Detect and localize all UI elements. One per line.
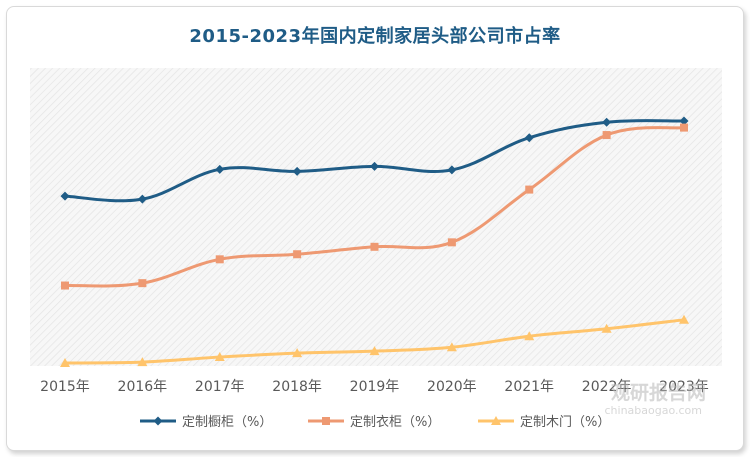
data-point-door xyxy=(524,331,535,341)
x-tick-label: 2019年 xyxy=(350,379,400,395)
data-point-cabinet xyxy=(602,117,612,127)
legend-item-door: 定制木门（%） xyxy=(478,415,610,430)
series-layer xyxy=(60,116,689,368)
data-point-wardrobe xyxy=(61,281,69,290)
data-point-door xyxy=(601,323,612,333)
legend-swatch-marker xyxy=(491,416,501,425)
x-tick-label: 2018年 xyxy=(272,379,322,395)
data-point-cabinet xyxy=(447,165,457,175)
x-tick-label: 2021年 xyxy=(504,379,554,395)
legend-label: 定制橱柜（%） xyxy=(182,415,272,430)
plot-area xyxy=(30,68,722,366)
data-point-wardrobe xyxy=(447,238,456,247)
data-point-cabinet xyxy=(215,164,225,174)
data-point-door xyxy=(137,357,148,367)
legend-swatch-marker xyxy=(153,416,163,426)
legend-swatch-marker xyxy=(322,417,330,425)
series-cabinet xyxy=(60,116,689,204)
data-point-cabinet xyxy=(679,116,689,126)
data-point-wardrobe xyxy=(370,242,379,251)
x-axis-ticks: 2015年 2016年 2017年 2018年 2019年 2020年 2021年 2022年… xyxy=(40,379,709,395)
data-point-cabinet xyxy=(137,194,147,204)
data-point-wardrobe xyxy=(525,185,534,194)
series-wardrobe xyxy=(61,123,688,290)
watermark-url: chinabaogao.com xyxy=(605,404,703,417)
legend-label: 定制衣柜（%） xyxy=(350,414,440,430)
data-point-door xyxy=(369,346,380,356)
legend: 定制橱柜（%） 定制衣柜（%） 定制木门（%） xyxy=(140,414,610,430)
data-point-cabinet xyxy=(370,161,379,171)
x-tick-label: 2020年 xyxy=(427,379,477,395)
chart-title: 2015-2023年国内定制家居头部公司市占率 xyxy=(189,26,561,47)
x-tick-label: 2015年 xyxy=(40,379,90,395)
data-point-wardrobe xyxy=(138,279,147,288)
data-point-door xyxy=(446,342,457,352)
legend-label: 定制木门（%） xyxy=(520,415,610,430)
watermark: 观研报告网 chinabaogao.com xyxy=(605,381,707,417)
data-point-door xyxy=(214,352,225,362)
data-point-wardrobe xyxy=(680,123,688,132)
data-point-door xyxy=(679,314,689,324)
data-point-door xyxy=(60,358,70,368)
x-tick-label: 2016年 xyxy=(118,379,168,395)
data-point-wardrobe xyxy=(293,250,302,259)
x-tick-label: 2022年 xyxy=(582,379,632,395)
data-point-cabinet xyxy=(292,166,302,176)
x-tick-label: 2023年 xyxy=(659,379,709,395)
legend-item-cabinet: 定制橱柜（%） xyxy=(140,415,272,430)
data-point-door xyxy=(292,348,303,358)
data-point-cabinet xyxy=(524,133,534,143)
x-tick-label: 2017年 xyxy=(195,379,245,395)
series-door xyxy=(60,314,689,368)
data-point-wardrobe xyxy=(215,255,224,264)
data-point-wardrobe xyxy=(602,131,611,140)
watermark-main: 观研报告网 xyxy=(611,381,706,404)
data-point-cabinet xyxy=(60,191,70,201)
legend-item-wardrobe: 定制衣柜（%） xyxy=(308,414,440,430)
